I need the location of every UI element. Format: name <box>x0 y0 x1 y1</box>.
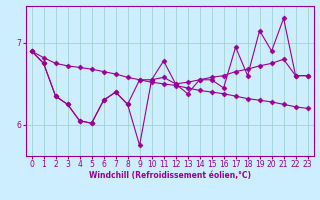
X-axis label: Windchill (Refroidissement éolien,°C): Windchill (Refroidissement éolien,°C) <box>89 171 251 180</box>
